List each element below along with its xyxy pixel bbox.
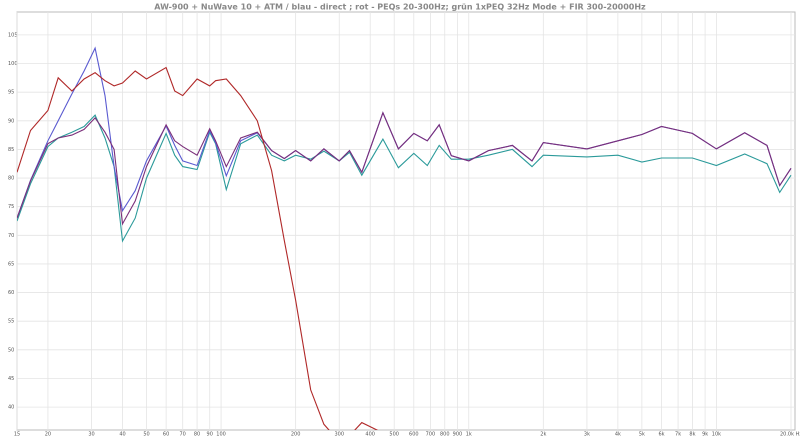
x-tick-label: 4k	[615, 432, 621, 438]
y-tick-label: 105	[8, 32, 18, 38]
y-tick-label: 60	[8, 290, 14, 296]
x-tick-label: 50	[143, 432, 149, 438]
y-tick-label: 65	[8, 261, 14, 267]
x-tick-label: 10k	[712, 432, 721, 438]
chart-title: AW-900 + NuWave 10 + ATM / blau - direct…	[154, 3, 646, 12]
x-tick-label: 60	[163, 432, 169, 438]
x-tick-label: 8k	[689, 432, 695, 438]
x-tick-label: 2k	[540, 432, 546, 438]
x-tick-label: 70	[180, 432, 186, 438]
y-tick-label: 95	[8, 90, 14, 96]
x-tick-label: 30	[88, 432, 94, 438]
x-tick-label: 7k	[675, 432, 681, 438]
y-tick-label: 85	[8, 147, 14, 153]
y-tick-label: 70	[8, 233, 14, 239]
y-tick-label: 100	[8, 61, 18, 67]
x-tick-label: 20.0k Hz	[780, 432, 800, 438]
y-tick-label: 50	[8, 347, 14, 353]
y-tick-label: 55	[8, 319, 14, 325]
x-tick-label: 90	[207, 432, 213, 438]
x-tick-label: 400	[365, 432, 375, 438]
y-tick-label: 40	[8, 405, 14, 411]
x-tick-label: 600	[409, 432, 419, 438]
series-line	[17, 111, 792, 226]
y-tick-label: 90	[8, 118, 14, 124]
x-tick-label: 5k	[639, 432, 645, 438]
x-tick-label: 80	[194, 432, 200, 438]
x-tick-label: 20	[45, 432, 51, 438]
x-tick-label: 9k	[702, 432, 708, 438]
x-tick-label: 40	[119, 432, 125, 438]
x-tick-label: 3k	[584, 432, 590, 438]
x-tick-label: 200	[291, 432, 301, 438]
plot-lines	[17, 46, 792, 430]
x-tick-label: 1k	[466, 432, 472, 438]
x-tick-label: 900	[453, 432, 463, 438]
x-tick-label: 300	[334, 432, 344, 438]
series-line	[17, 66, 379, 430]
y-tick-label: 45	[8, 376, 14, 382]
x-tick-label: 800	[440, 432, 450, 438]
y-tick-label: 80	[8, 176, 14, 182]
x-tick-label: 100	[216, 432, 226, 438]
x-tick-label: 500	[389, 432, 399, 438]
x-tick-label: 6k	[658, 432, 664, 438]
y-tick-label: 75	[8, 204, 14, 210]
x-tick-label: 700	[426, 432, 436, 438]
x-tick-label: 15	[14, 432, 20, 438]
